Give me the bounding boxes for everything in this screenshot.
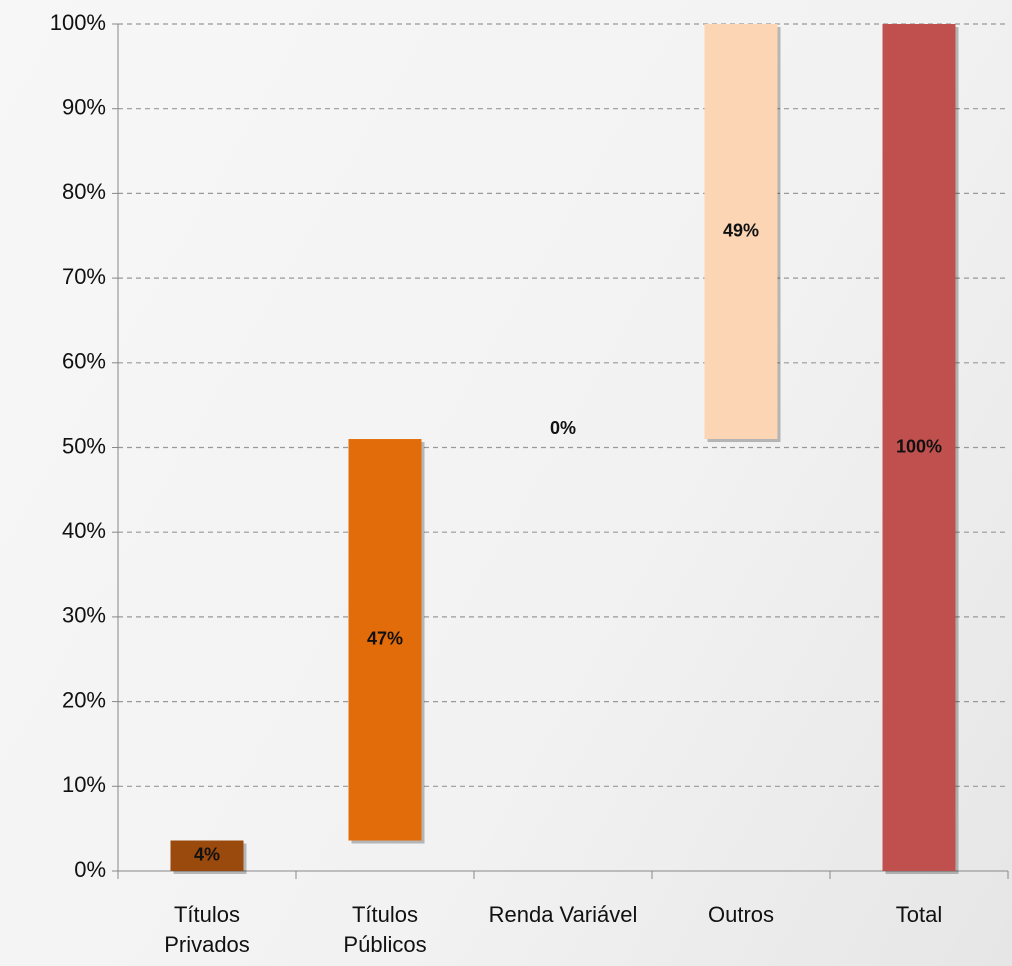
- x-tick-label: Outros: [707, 902, 775, 927]
- bar: [170, 840, 244, 871]
- y-tick-label: 60%: [62, 349, 106, 374]
- y-tick-label: 90%: [62, 95, 106, 120]
- data-label: 0%: [550, 418, 576, 438]
- y-tick-label: 0%: [74, 857, 106, 882]
- y-tick-label: 70%: [62, 264, 106, 289]
- y-tick-label: 30%: [62, 603, 106, 628]
- x-tick-label: Títulos Privados: [164, 902, 250, 957]
- data-label: 47%: [367, 629, 403, 649]
- y-tick-label: 100%: [50, 10, 106, 35]
- bar: [882, 24, 956, 871]
- data-label: 49%: [723, 220, 759, 240]
- x-tick-label: Renda Variável: [488, 902, 638, 927]
- y-tick-label: 80%: [62, 179, 106, 204]
- data-label: 100%: [896, 436, 942, 456]
- x-tick-label: Total: [895, 902, 943, 927]
- y-tick-label: 40%: [62, 518, 106, 543]
- data-label: 4%: [194, 845, 220, 865]
- x-tick-label: Títulos Públicos: [343, 902, 427, 957]
- y-tick-label: 50%: [62, 433, 106, 458]
- bar: [348, 439, 422, 841]
- y-tick-label: 10%: [62, 772, 106, 797]
- bar: [704, 24, 778, 440]
- y-tick-label: 20%: [62, 687, 106, 712]
